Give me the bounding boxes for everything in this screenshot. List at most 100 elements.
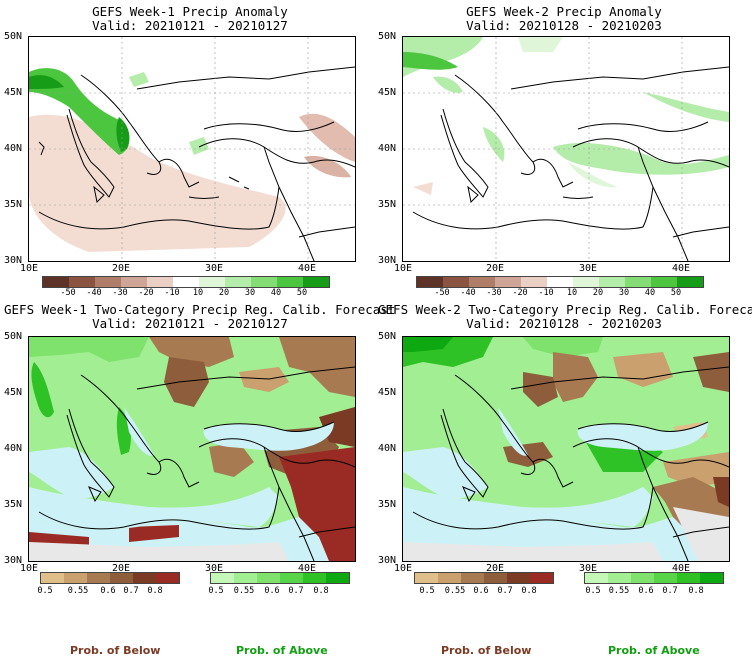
black-sea xyxy=(577,422,708,451)
footer-prob-below-right: Prob. of Below xyxy=(441,644,532,657)
p2-cb-label: -50 xyxy=(434,288,450,298)
colorbar-swatch xyxy=(677,277,703,287)
panel1-title: GEFS Week-1 Precip Anomaly xyxy=(92,4,288,19)
p4-below-label: 0.55 xyxy=(444,586,466,596)
panel1-valid: Valid: 20210121 - 20210127 xyxy=(92,18,288,33)
colorbar-swatch xyxy=(303,573,326,583)
colorbar-swatch xyxy=(700,573,723,583)
colorbar-swatch xyxy=(417,277,443,287)
dry-anomaly-area xyxy=(29,114,286,253)
colorbar-swatch xyxy=(64,573,87,583)
panel2-valid: Valid: 20210128 - 20210203 xyxy=(466,18,662,33)
p4-lat-35: 35N xyxy=(378,499,397,510)
footer-prob-above-left: Prob. of Above xyxy=(236,644,328,657)
p3-lon-40: 40E xyxy=(298,563,317,574)
p1-lat-30: 30N xyxy=(4,255,23,266)
p2-cb-label: 50 xyxy=(670,288,682,298)
p4-below-label: 0.5 xyxy=(419,586,435,596)
p3-above-colorbar xyxy=(210,572,350,584)
p4-lat-30: 30N xyxy=(378,555,397,566)
mediterranean-sea xyxy=(403,487,653,530)
p4-lat-45: 45N xyxy=(378,387,397,398)
colorbar-swatch xyxy=(251,277,277,287)
p3-above-label: 0.6 xyxy=(264,586,280,596)
colorbar-swatch xyxy=(225,277,251,287)
p1-lon-10: 10E xyxy=(20,263,39,274)
p4-below-label: 0.7 xyxy=(497,586,513,596)
p3-lat-50: 50N xyxy=(4,331,23,342)
p1-lon-30: 30E xyxy=(205,263,224,274)
p1-cb-label: 40 xyxy=(270,288,282,298)
panel3-valid: Valid: 20210121 - 20210127 xyxy=(92,316,288,331)
colorbar-swatch xyxy=(521,277,547,287)
colorbar-swatch xyxy=(257,573,280,583)
p4-above-label: 0.6 xyxy=(638,586,654,596)
p3-lon-30: 30E xyxy=(205,563,224,574)
p3-above-label: 0.7 xyxy=(288,586,304,596)
p2-cb-label: 20 xyxy=(592,288,604,298)
strong-below-area xyxy=(279,447,355,561)
colorbar-swatch xyxy=(156,573,179,583)
p3-lat-35: 35N xyxy=(4,499,23,510)
p3-above-label: 0.55 xyxy=(233,586,255,596)
tyrrhenian-sea xyxy=(403,447,488,499)
colorbar-swatch xyxy=(173,277,199,287)
colorbar-swatch xyxy=(651,277,677,287)
p4-above-label: 0.8 xyxy=(688,586,704,596)
colorbar-swatch xyxy=(495,277,521,287)
colorbar-swatch xyxy=(211,573,234,583)
p1-cb-label: 50 xyxy=(296,288,308,298)
p1-cb-label: 10 xyxy=(192,288,204,298)
p2-lat-30: 30N xyxy=(378,255,397,266)
p3-below-label: 0.7 xyxy=(123,586,139,596)
p3-lat-40: 40N xyxy=(4,443,23,454)
colorbar-swatch xyxy=(461,573,484,583)
p4-lon-30: 30E xyxy=(579,563,598,574)
colorbar-swatch xyxy=(599,277,625,287)
p3-lat-45: 45N xyxy=(4,387,23,398)
colorbar-swatch xyxy=(677,573,700,583)
colorbar-swatch xyxy=(326,573,349,583)
p2-cb-label: 10 xyxy=(566,288,578,298)
colorbar-swatch xyxy=(147,277,173,287)
colorbar-swatch xyxy=(469,277,495,287)
p4-below-colorbar xyxy=(414,572,554,584)
colorbar-swatch xyxy=(585,573,608,583)
p2-cb-label: -30 xyxy=(486,288,502,298)
colorbar-swatch xyxy=(573,277,599,287)
p1-lon-40: 40E xyxy=(298,263,317,274)
colorbar-swatch xyxy=(631,573,654,583)
colorbar-swatch xyxy=(280,573,303,583)
colorbar-swatch xyxy=(415,573,438,583)
p2-lon-30: 30E xyxy=(579,263,598,274)
p2-anomaly-colorbar xyxy=(416,276,704,288)
p3-lat-30: 30N xyxy=(4,555,23,566)
p4-lon-20: 20E xyxy=(486,563,505,574)
p2-cb-label: 40 xyxy=(644,288,656,298)
colorbar-swatch xyxy=(303,277,329,287)
colorbar-swatch xyxy=(110,573,133,583)
footer-prob-below-left: Prob. of Below xyxy=(70,644,161,657)
below-area xyxy=(149,337,234,367)
p2-lat-45: 45N xyxy=(378,87,397,98)
panel4-map xyxy=(402,336,730,562)
p4-lon-40: 40E xyxy=(672,563,691,574)
footer-prob-above-right: Prob. of Above xyxy=(608,644,700,657)
colorbar-swatch xyxy=(507,573,530,583)
p1-lat-45: 45N xyxy=(4,87,23,98)
colorbar-swatch xyxy=(277,277,303,287)
p2-lat-35: 35N xyxy=(378,199,397,210)
p3-below-label: 0.5 xyxy=(37,586,53,596)
black-sea xyxy=(203,422,334,451)
p1-lat-35: 35N xyxy=(4,199,23,210)
panel3-map xyxy=(28,336,356,562)
p1-cb-label: -40 xyxy=(86,288,102,298)
wet-anomaly-area xyxy=(29,68,130,155)
colorbar-swatch xyxy=(133,573,156,583)
adriatic-sea xyxy=(124,407,154,456)
colorbar-swatch xyxy=(530,573,553,583)
p3-above-label: 0.5 xyxy=(208,586,224,596)
colorbar-swatch xyxy=(443,277,469,287)
below-area xyxy=(553,352,598,402)
tyrrhenian-sea xyxy=(29,447,114,499)
